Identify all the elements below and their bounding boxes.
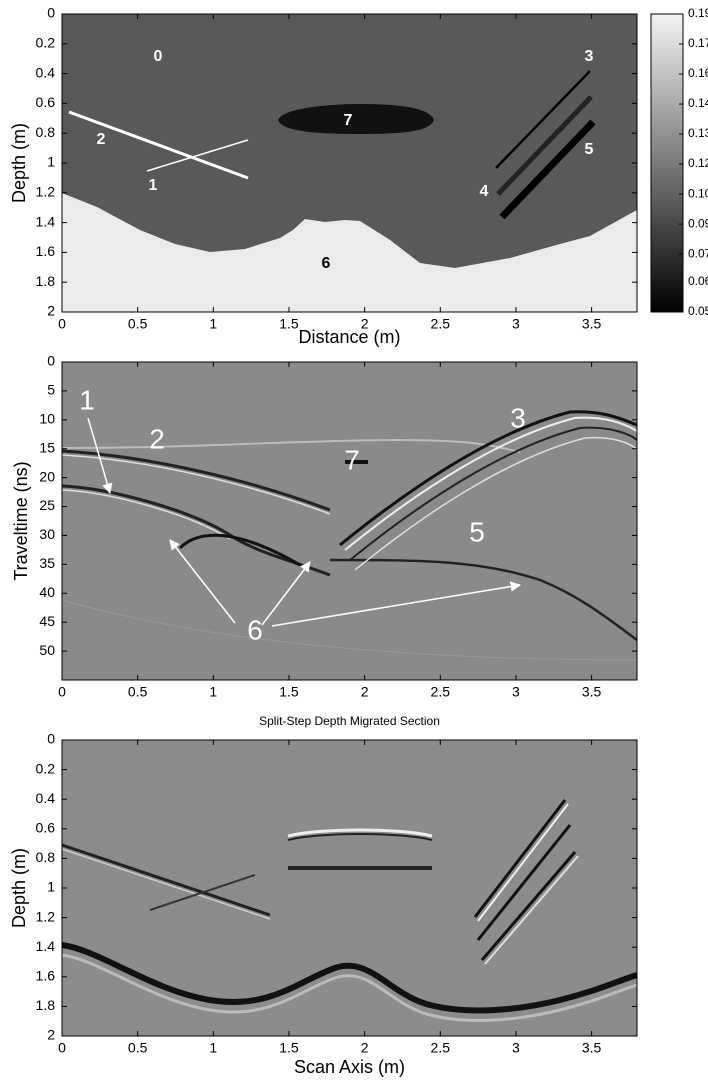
x-tick-label: 1 <box>209 316 217 332</box>
y-axis-label: Traveltime (ns) <box>11 461 31 580</box>
y-tick-label: 0.2 <box>36 760 56 776</box>
x-tick-label: 1 <box>209 1040 217 1056</box>
y-tick-label: 0 <box>47 353 55 369</box>
radargram-image <box>61 362 638 680</box>
y-tick-label: 1.4 <box>36 938 56 954</box>
y-tick-label: 0.8 <box>36 124 56 140</box>
colorbar-frame <box>650 13 684 313</box>
annotation: 3 <box>585 48 594 65</box>
x-tick-label: 0 <box>58 684 66 700</box>
colorbar <box>651 14 683 312</box>
y-tick-label: 1.2 <box>36 908 56 924</box>
x-tick-label: 2.5 <box>431 684 451 700</box>
y-tick-label: 30 <box>39 526 55 542</box>
annotation: 2 <box>97 131 106 148</box>
annotation: 1 <box>79 384 95 415</box>
y-tick-label: 1 <box>47 879 55 895</box>
annotation: 1 <box>149 177 158 194</box>
x-tick-label: 3.5 <box>582 316 602 332</box>
x-tick-label: 0.5 <box>128 684 148 700</box>
x-tick-label: 1.5 <box>279 316 299 332</box>
y-tick-label: 40 <box>39 584 55 600</box>
colorbar-tick-label: 0.176 <box>688 36 708 50</box>
annotation: 5 <box>469 516 485 547</box>
y-tick-label: 25 <box>39 497 55 513</box>
colorbar-tick-label: 0.065 <box>688 274 708 288</box>
colorbar-tick-label: 0.162 <box>688 66 708 80</box>
x-tick-label: 3 <box>512 1040 520 1056</box>
y-tick-label: 0.4 <box>36 790 56 806</box>
annotation: 3 <box>510 402 526 433</box>
x-tick-label: 3 <box>512 316 520 332</box>
y-axis-label: Depth (m) <box>9 123 29 203</box>
y-tick-label: 35 <box>39 555 55 571</box>
colorbar-tick-label: 0.051 <box>688 304 708 318</box>
colorbar-tick-label: 0.148 <box>688 96 708 110</box>
y-tick-label: 0.8 <box>36 849 56 865</box>
annotation-arrows <box>87 417 522 627</box>
y-tick-label: 0.2 <box>36 35 56 51</box>
y-tick-label: 20 <box>39 468 55 484</box>
annotation: 0 <box>154 48 163 65</box>
colorbar-tick-label: 0.078 <box>688 246 708 260</box>
x-tick-label: 1.5 <box>279 1040 299 1056</box>
colorbar-tick-label: 0.106 <box>688 186 708 200</box>
annotation: 7 <box>344 112 353 129</box>
y-tick-label: 0.6 <box>36 820 56 836</box>
migrated-image <box>61 740 638 1036</box>
y-tick-label: 45 <box>39 613 55 629</box>
y-tick-label: 2 <box>47 303 55 319</box>
x-tick-label: 0.5 <box>128 1040 148 1056</box>
y-tick-label: 0.6 <box>36 94 56 110</box>
x-tick-label: 2 <box>361 1040 369 1056</box>
annotation: 6 <box>322 255 331 272</box>
x-tick-label: 2.5 <box>431 1040 451 1056</box>
colorbar-tick-label: 0.092 <box>688 216 708 230</box>
y-tick-label: 1.8 <box>36 997 56 1013</box>
y-tick-label: 0 <box>47 5 55 21</box>
x-tick-label: 1.5 <box>279 684 299 700</box>
chart-title: Split-Step Depth Migrated Section <box>259 714 440 728</box>
x-tick-label: 3 <box>512 684 520 700</box>
y-tick-label: 0.4 <box>36 64 56 80</box>
x-tick-label: 0.5 <box>128 316 148 332</box>
y-tick-label: 1.6 <box>36 243 56 259</box>
y-tick-label: 15 <box>39 439 55 455</box>
x-tick-label: 2.5 <box>431 316 451 332</box>
x-tick-label: 1 <box>209 684 217 700</box>
x-axis-label: Distance (m) <box>298 327 400 347</box>
x-tick-label: 2 <box>361 316 369 332</box>
x-axis-label: Scan Axis (m) <box>294 1057 405 1077</box>
x-tick-label: 3.5 <box>582 1040 602 1056</box>
y-tick-label: 1 <box>47 154 55 170</box>
y-tick-label: 1.8 <box>36 273 56 289</box>
colorbar-tick-label: 0.134 <box>688 126 708 140</box>
annotation: 7 <box>344 444 360 475</box>
y-tick-label: 1.4 <box>36 213 56 229</box>
x-tick-label: 0 <box>58 316 66 332</box>
y-tick-label: 50 <box>39 642 55 658</box>
y-tick-label: 1.6 <box>36 968 56 984</box>
x-tick-label: 3.5 <box>582 684 602 700</box>
y-tick-label: 1.2 <box>36 184 56 200</box>
y-tick-label: 0 <box>47 731 55 747</box>
model-image <box>62 14 637 312</box>
x-tick-label: 2 <box>361 684 369 700</box>
y-axis-label: Depth (m) <box>9 848 29 928</box>
annotation: 6 <box>247 614 263 645</box>
annotation: 5 <box>585 141 594 158</box>
annotation: 2 <box>149 423 165 454</box>
annotation: 4 <box>480 183 489 200</box>
colorbar-tick-label: 0.120 <box>688 156 708 170</box>
colorbar-tick-label: 0.190 <box>688 6 708 20</box>
y-tick-label: 5 <box>47 382 55 398</box>
axes-frame <box>61 361 638 681</box>
y-tick-label: 10 <box>39 411 55 427</box>
y-tick-label: 2 <box>47 1027 55 1043</box>
x-tick-label: 0 <box>58 1040 66 1056</box>
